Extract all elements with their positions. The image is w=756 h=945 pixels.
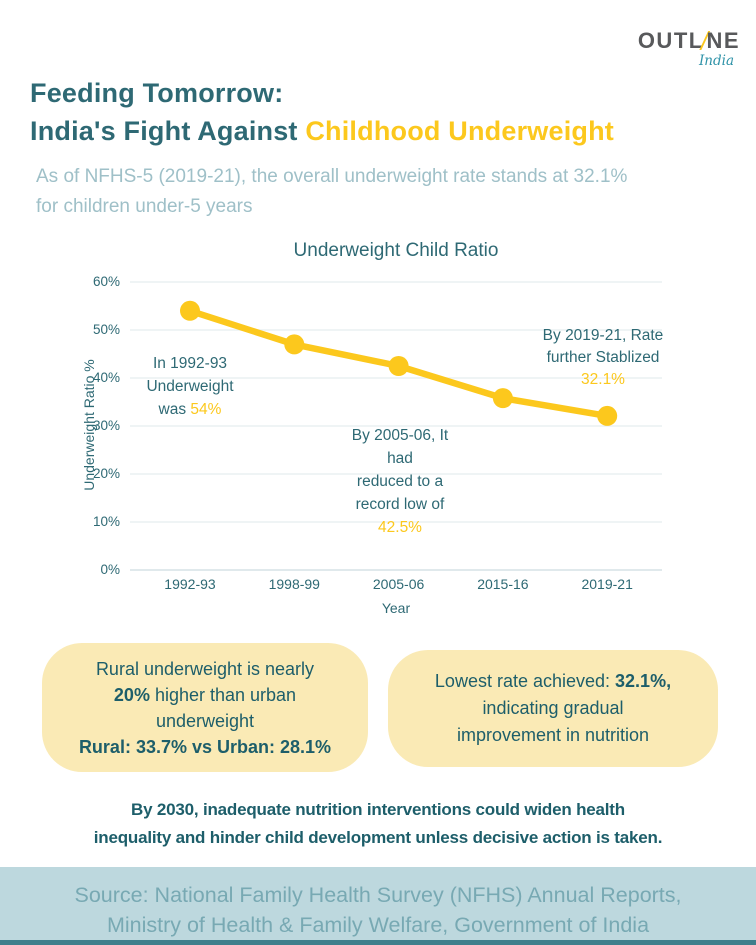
title-teal-part: India's Fight Against: [30, 116, 306, 146]
source-line2: Ministry of Health & Family Welfare, Gov…: [106, 913, 650, 937]
annotation-highlight-value: 54%: [190, 401, 222, 418]
stat-text: Lowest rate achieved:: [434, 671, 616, 691]
stat-line: Rural underweight is nearly: [95, 658, 315, 679]
y-axis-title: Underweight Ratio %: [81, 359, 97, 491]
subtitle-line1: As of NFHS-5 (2019-21), the overall unde…: [36, 166, 628, 187]
data-point-marker: [284, 334, 305, 355]
chart-title: Underweight Child Ratio: [293, 240, 499, 261]
data-point-marker: [388, 356, 409, 376]
annotation-line: record low of: [355, 496, 445, 513]
x-tick-label: 2015-16: [477, 576, 529, 592]
x-tick-label: 2005-06: [372, 576, 425, 592]
stat-line: improvement in nutrition: [456, 725, 650, 745]
source-line1: Source: National Family Health Survey (N…: [74, 883, 682, 907]
x-tick-label: 1998-99: [268, 576, 320, 592]
outline-india-logo: OUTL/NE India: [638, 26, 740, 69]
annotation-line: further Stablized: [546, 349, 660, 366]
y-tick-label: 60%: [92, 274, 120, 289]
annotation-highlight-value: 32.1%: [581, 371, 625, 388]
data-point-marker: [597, 405, 618, 426]
warning-line1: By 2030, inadequate nutrition interventi…: [131, 800, 625, 819]
stat-line: 20% higher than urban: [42, 682, 368, 708]
warning-line2: inequality and hinder child development …: [93, 828, 663, 847]
page-title-line1: Feeding Tomorrow:: [30, 78, 284, 108]
y-tick-label: 0%: [100, 562, 120, 577]
annotation-line: was 54%: [116, 398, 264, 421]
annotation-2019-21: By 2019-21, Rate further Stablized 32.1%: [522, 325, 684, 391]
source-footer: Source: National Family Health Survey (N…: [0, 867, 756, 945]
stat-box-rural-urban: Rural underweight is nearly 20% higher t…: [42, 643, 368, 772]
page-title-line2: India's Fight Against Childhood Underwei…: [30, 112, 614, 150]
stat-box-lowest-rate: Lowest rate achieved: 32.1%, indicating …: [388, 650, 718, 767]
warning-statement: By 2030, inadequate nutrition interventi…: [24, 796, 732, 852]
annotation-line: had: [387, 450, 413, 467]
stat-line: indicating gradual: [482, 698, 624, 718]
annotation-line: By 2005-06, It: [351, 427, 449, 444]
footer-accent-strip: [0, 940, 756, 945]
logo-word-start: OUTL: [637, 28, 704, 53]
stat-line: underweight: [155, 710, 255, 731]
stat-text: higher than urban: [149, 684, 297, 705]
page-subtitle: As of NFHS-5 (2019-21), the overall unde…: [36, 162, 627, 222]
annotation-line: By 2019-21, Rate: [542, 327, 664, 344]
logo-wordmark: OUTL/NE: [638, 26, 740, 57]
x-axis-title: Year: [381, 600, 411, 616]
annotation-line: Underweight: [146, 378, 234, 395]
stat-bold-value: 32.1%,: [615, 671, 672, 691]
subtitle-line2: for children under-5 years: [36, 196, 253, 217]
data-point-marker: [492, 388, 513, 409]
logo-slash-icon: /: [700, 26, 710, 56]
logo-tagline: India: [698, 53, 734, 69]
stat-line: Rural: 33.7% vs Urban: 28.1%: [42, 734, 368, 760]
annotation-2005-06: By 2005-06, It had reduced to a record l…: [320, 424, 480, 539]
annotation-line: reduced to a: [356, 473, 444, 490]
stat-bold-value: Rural: 33.7% vs Urban: 28.1%: [78, 736, 332, 757]
stat-bold-value: 20%: [113, 684, 150, 705]
page-title: Feeding Tomorrow: India's Fight Against …: [30, 74, 614, 150]
title-yellow-part: Childhood Underweight: [305, 116, 614, 146]
annotation-text: was: [158, 401, 191, 418]
data-point-marker: [180, 300, 200, 321]
x-tick-label: 1992-93: [164, 576, 216, 592]
annotation-line: In 1992-93: [152, 355, 228, 372]
stat-line: Lowest rate achieved: 32.1%,: [388, 668, 718, 695]
annotation-1992-93: In 1992-93 Underweight was 54%: [116, 352, 264, 421]
annotation-highlight-value: 42.5%: [378, 519, 422, 536]
x-tick-label: 2019-21: [581, 576, 633, 592]
logo-word-end: NE: [706, 28, 740, 53]
